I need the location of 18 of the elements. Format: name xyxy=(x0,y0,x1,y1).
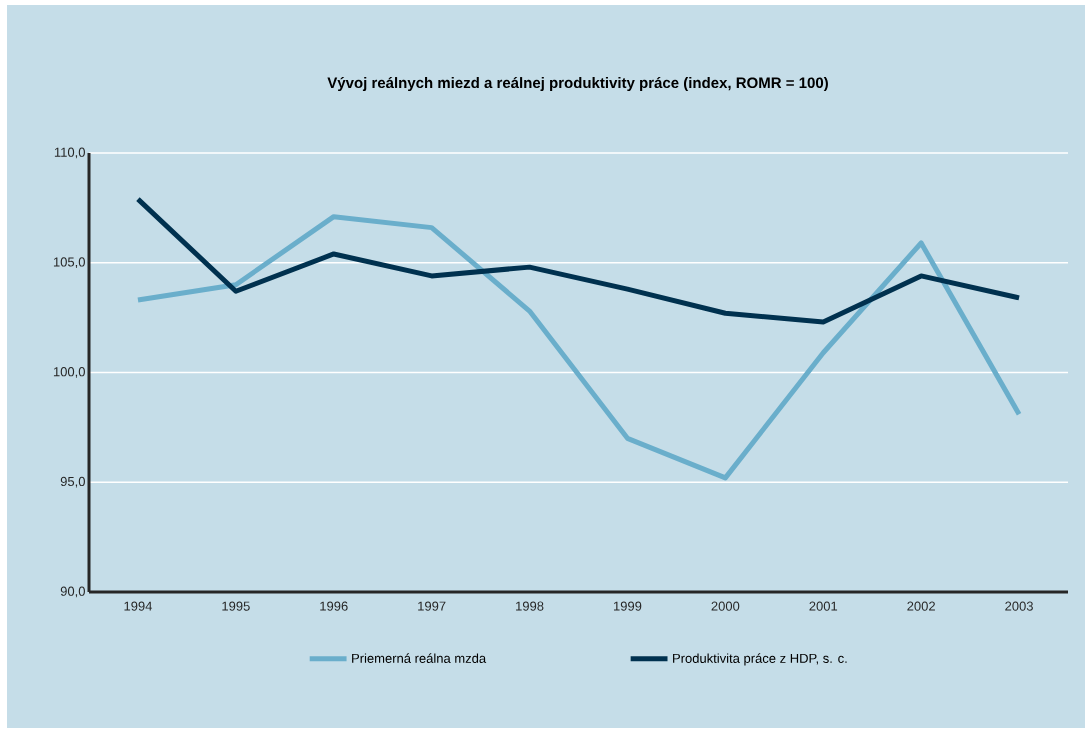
legend-label: Priemerná reálna mzda xyxy=(352,653,487,663)
x-tick-label: 1995 xyxy=(222,601,250,611)
x-tick-label: 1999 xyxy=(613,601,642,611)
x-tick-label: 1994 xyxy=(124,601,153,611)
x-tick-label: 2000 xyxy=(711,601,740,611)
x-tick-label: 2001 xyxy=(809,601,838,611)
x-tick-label: 1996 xyxy=(320,601,348,611)
x-tick-label: 1997 xyxy=(418,601,446,611)
x-tick-label: 2002 xyxy=(907,601,935,611)
y-tick-label: 100,0 xyxy=(53,367,85,378)
y-tick-label: 105,0 xyxy=(53,257,85,269)
y-tick-label: 110,0 xyxy=(54,147,85,159)
x-tick-label: 1998 xyxy=(516,601,544,611)
y-tick-label: 90,0 xyxy=(60,586,85,598)
legend-label: Produktivita práce z HDP, s. c. xyxy=(673,653,847,666)
x-tick-label: 2003 xyxy=(1005,601,1033,611)
chart-title: Vývoj reálnych miezd a reálnej produktivity práce (index, ROMR = 100) xyxy=(327,76,828,92)
y-tick-label: 95,0 xyxy=(60,476,85,488)
